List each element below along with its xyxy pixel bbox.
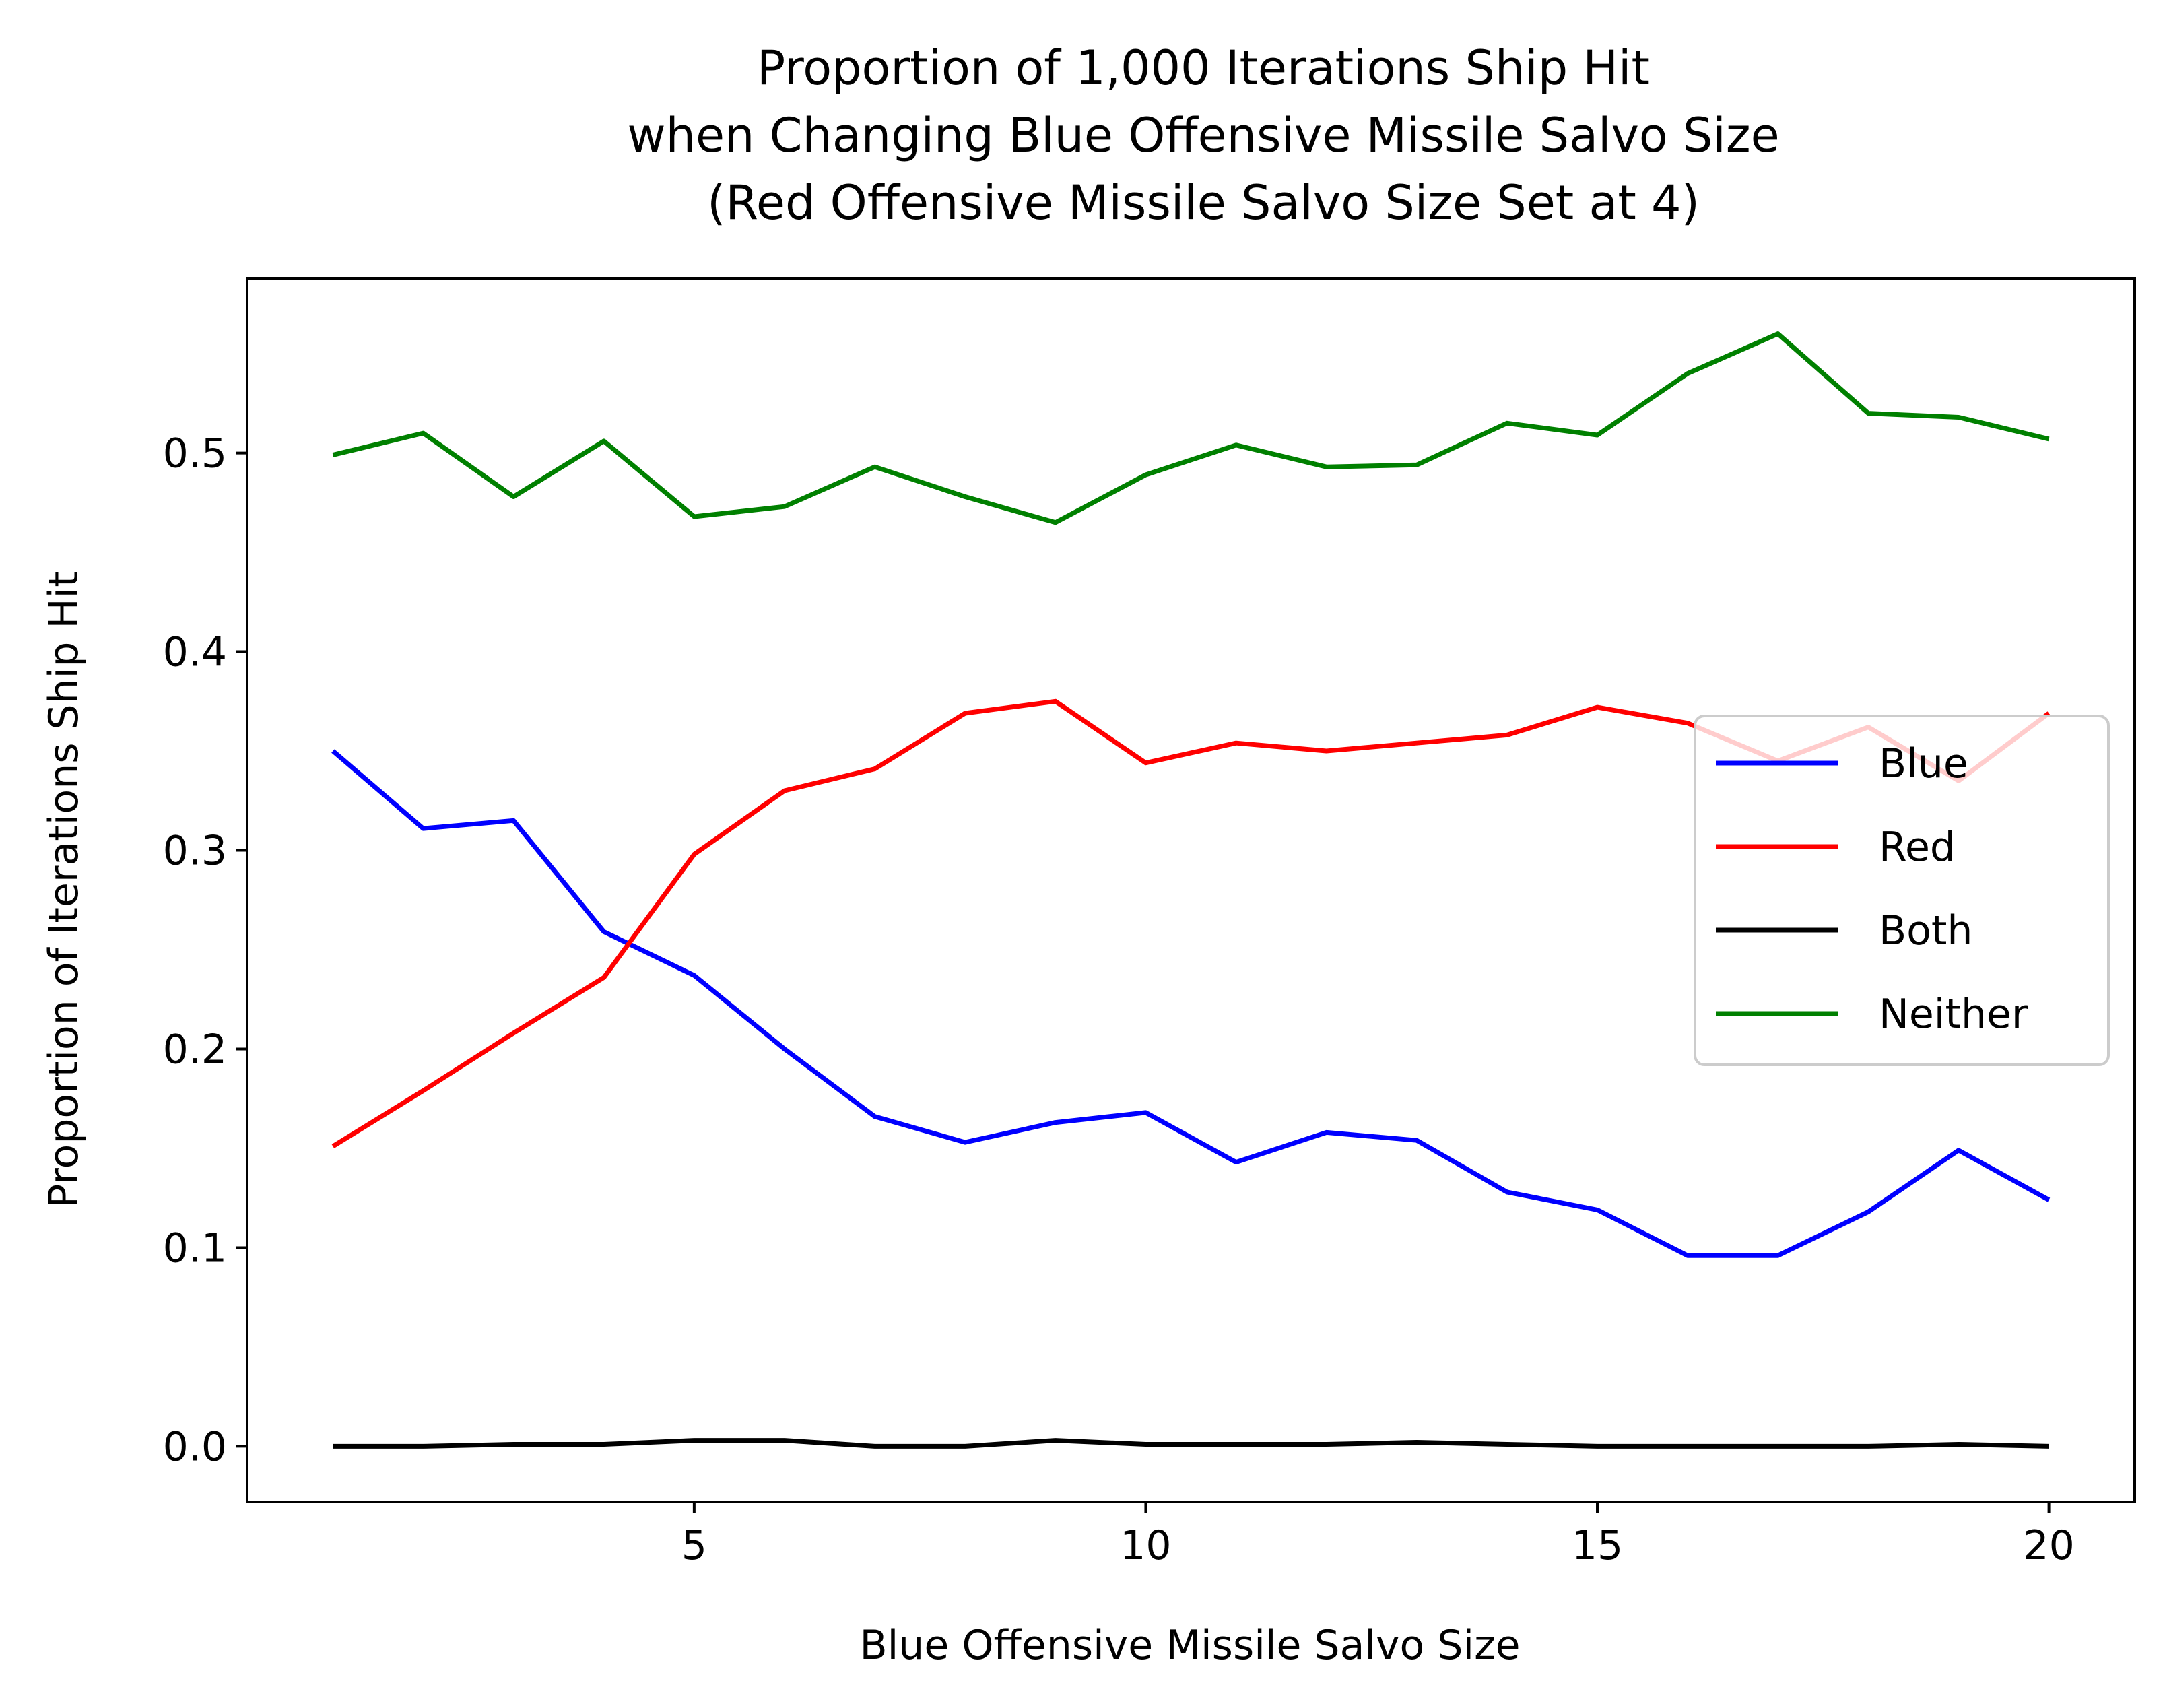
legend: Blue Red Both Neither <box>1694 715 2110 1066</box>
x-tick-label: 10 <box>1120 1522 1171 1569</box>
chart-title-line-3: (Red Offensive Missile Salvo Size Set at… <box>707 175 1700 230</box>
x-tick-label: 15 <box>1572 1522 1623 1569</box>
series-line-both <box>333 1438 2049 1449</box>
legend-label-blue: Blue <box>1879 740 1968 787</box>
legend-label-both: Both <box>1879 907 1972 954</box>
legend-label-red: Red <box>1879 824 1956 871</box>
legend-box <box>1694 715 2110 1066</box>
y-axis-ticks: 0.0 0.1 0.2 0.3 0.4 0.5 <box>163 430 247 1470</box>
series-line-neither <box>332 331 2050 525</box>
x-axis-label: Blue Offensive Missile Salvo Size <box>859 1622 1520 1669</box>
y-tick-label: 0.2 <box>163 1026 227 1073</box>
x-tick-label: 20 <box>2023 1522 2074 1569</box>
chart-title-line-1: Proportion of 1,000 Iterations Ship Hit <box>757 40 1650 96</box>
y-tick-label: 0.1 <box>163 1224 227 1272</box>
plot-frame <box>246 277 2136 1503</box>
y-tick-label: 0.4 <box>163 629 227 676</box>
legend-label-neither: Neither <box>1879 991 2028 1038</box>
y-axis-label: Proportion of Iterations Ship Hit <box>40 571 88 1208</box>
y-tick-label: 0.0 <box>163 1423 227 1470</box>
series-line-blue <box>331 749 2051 1258</box>
legend-items: Blue Red Both Neither <box>1716 740 2028 1038</box>
y-tick-label: 0.5 <box>163 430 227 478</box>
y-tick-label: 0.3 <box>163 828 227 875</box>
chart-title: Proportion of 1,000 Iterations Ship Hit … <box>627 40 1779 230</box>
x-axis-ticks: 5 10 15 20 <box>681 1502 2075 1569</box>
chart-title-line-2: when Changing Blue Offensive Missile Sal… <box>627 108 1779 163</box>
x-tick-label: 5 <box>681 1522 707 1569</box>
